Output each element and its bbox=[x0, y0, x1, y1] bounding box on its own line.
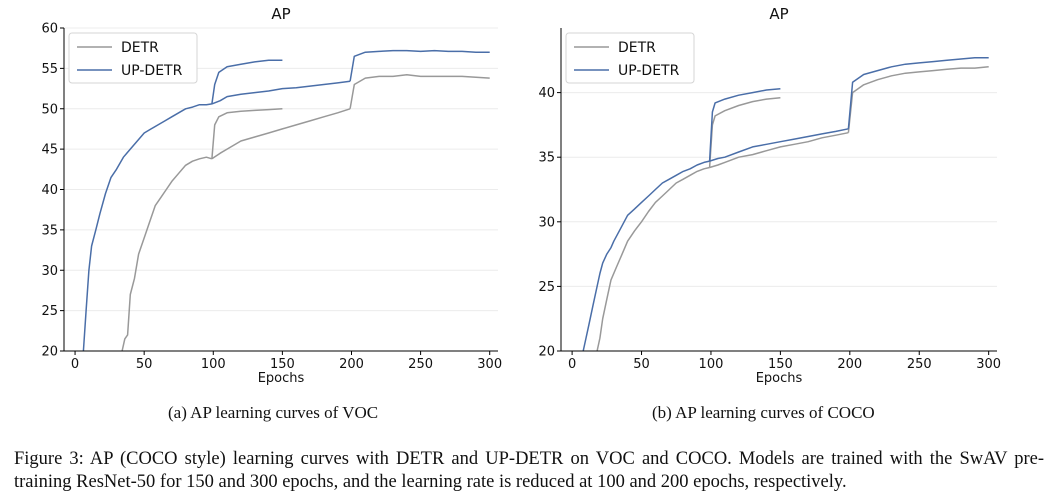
chart-b-x-tick-label: 250 bbox=[907, 357, 932, 372]
chart-b-series-line-up-detr bbox=[708, 87, 781, 162]
chart-a-x-tick-label: 0 bbox=[71, 357, 79, 372]
chart-a-series-line-up-detr bbox=[349, 49, 490, 82]
chart-b-x-tick-label: 0 bbox=[568, 357, 576, 372]
chart-a-y-tick-label: 60 bbox=[41, 22, 58, 37]
chart-b-y-tick-label: 20 bbox=[538, 345, 555, 360]
chart-b-legend-label-up-detr: UP-DETR bbox=[618, 63, 680, 79]
chart-a-series-line-detr bbox=[349, 74, 490, 109]
chart-b-series-line-up-detr bbox=[582, 160, 710, 352]
chart-b: 20 25 30 35 40 0 50 100 150 200 250 300 AP Epochs DETR… bbox=[538, 5, 1001, 386]
chart-a-x-tick-label: 50 bbox=[136, 357, 153, 372]
chart-a: 20 25 30 35 40 45 50 55 60 0 50 100 150 200 250 300 AP Ep… bbox=[41, 5, 502, 386]
chart-a-x-tick-label: 250 bbox=[408, 357, 433, 372]
subfigure-caption-a: (a) AP learning curves of VOC bbox=[168, 403, 379, 422]
chart-a-y-tick-label: 20 bbox=[41, 345, 58, 360]
subfigure-caption-b: (b) AP learning curves of COCO bbox=[652, 403, 875, 422]
chart-a-y-tick-label: 50 bbox=[41, 102, 58, 117]
chart-a-x-tick-label: 300 bbox=[477, 357, 502, 372]
chart-a-y-tick-label: 40 bbox=[41, 183, 58, 198]
chart-a-y-tick-label: 35 bbox=[41, 223, 58, 238]
chart-b-title: AP bbox=[769, 5, 788, 23]
chart-b-series-line-detr bbox=[847, 66, 989, 133]
chart-a-y-tick-label: 45 bbox=[41, 143, 58, 158]
chart-b-x-tick-label: 100 bbox=[699, 357, 724, 372]
chart-b-x-axis-label: Epochs bbox=[756, 371, 803, 386]
chart-b-series-line-up-detr bbox=[847, 56, 989, 129]
chart-a-x-axis-label: Epochs bbox=[258, 371, 305, 386]
chart-a-legend-label-detr: DETR bbox=[121, 40, 159, 56]
chart-b-y-tick-label: 35 bbox=[538, 151, 555, 166]
chart-a-series-line-up-detr bbox=[211, 80, 351, 105]
chart-b-y-tick-label: 25 bbox=[538, 280, 555, 295]
chart-b-x-tick-label: 50 bbox=[633, 357, 650, 372]
chart-a-x-tick-label: 100 bbox=[201, 357, 226, 372]
chart-a-series-line-detr bbox=[121, 156, 213, 352]
chart-b-series-line-detr bbox=[709, 131, 849, 169]
chart-a-y-tick-label: 25 bbox=[41, 304, 58, 319]
chart-b-series-line-detr bbox=[708, 97, 781, 168]
chart-a-x-tick-label: 150 bbox=[270, 357, 295, 372]
chart-b-x-tick-label: 300 bbox=[976, 357, 1001, 372]
chart-b-y-tick-label: 30 bbox=[538, 215, 555, 230]
chart-a-title: AP bbox=[271, 5, 290, 23]
chart-a-x-tick-label: 200 bbox=[339, 357, 364, 372]
figure-caption: Figure 3: AP (COCO style) learning curve… bbox=[14, 449, 1044, 492]
chart-b-series-line-detr bbox=[596, 166, 710, 352]
chart-b-legend-label-detr: DETR bbox=[618, 40, 656, 56]
chart-b-series-line-up-detr bbox=[709, 128, 849, 162]
chart-a-series-line-detr bbox=[211, 108, 351, 160]
chart-b-y-tick-label: 40 bbox=[538, 86, 555, 101]
chart-b-x-tick-label: 150 bbox=[768, 357, 793, 372]
chart-a-series-line-up-detr bbox=[82, 103, 213, 352]
chart-b-x-tick-label: 200 bbox=[837, 357, 862, 372]
chart-a-series-line-detr bbox=[211, 108, 283, 159]
chart-a-legend-label-up-detr: UP-DETR bbox=[121, 63, 183, 79]
chart-a-series-line-up-detr bbox=[211, 59, 283, 105]
chart-a-y-tick-label: 55 bbox=[41, 62, 58, 77]
chart-a-y-tick-label: 30 bbox=[41, 264, 58, 279]
